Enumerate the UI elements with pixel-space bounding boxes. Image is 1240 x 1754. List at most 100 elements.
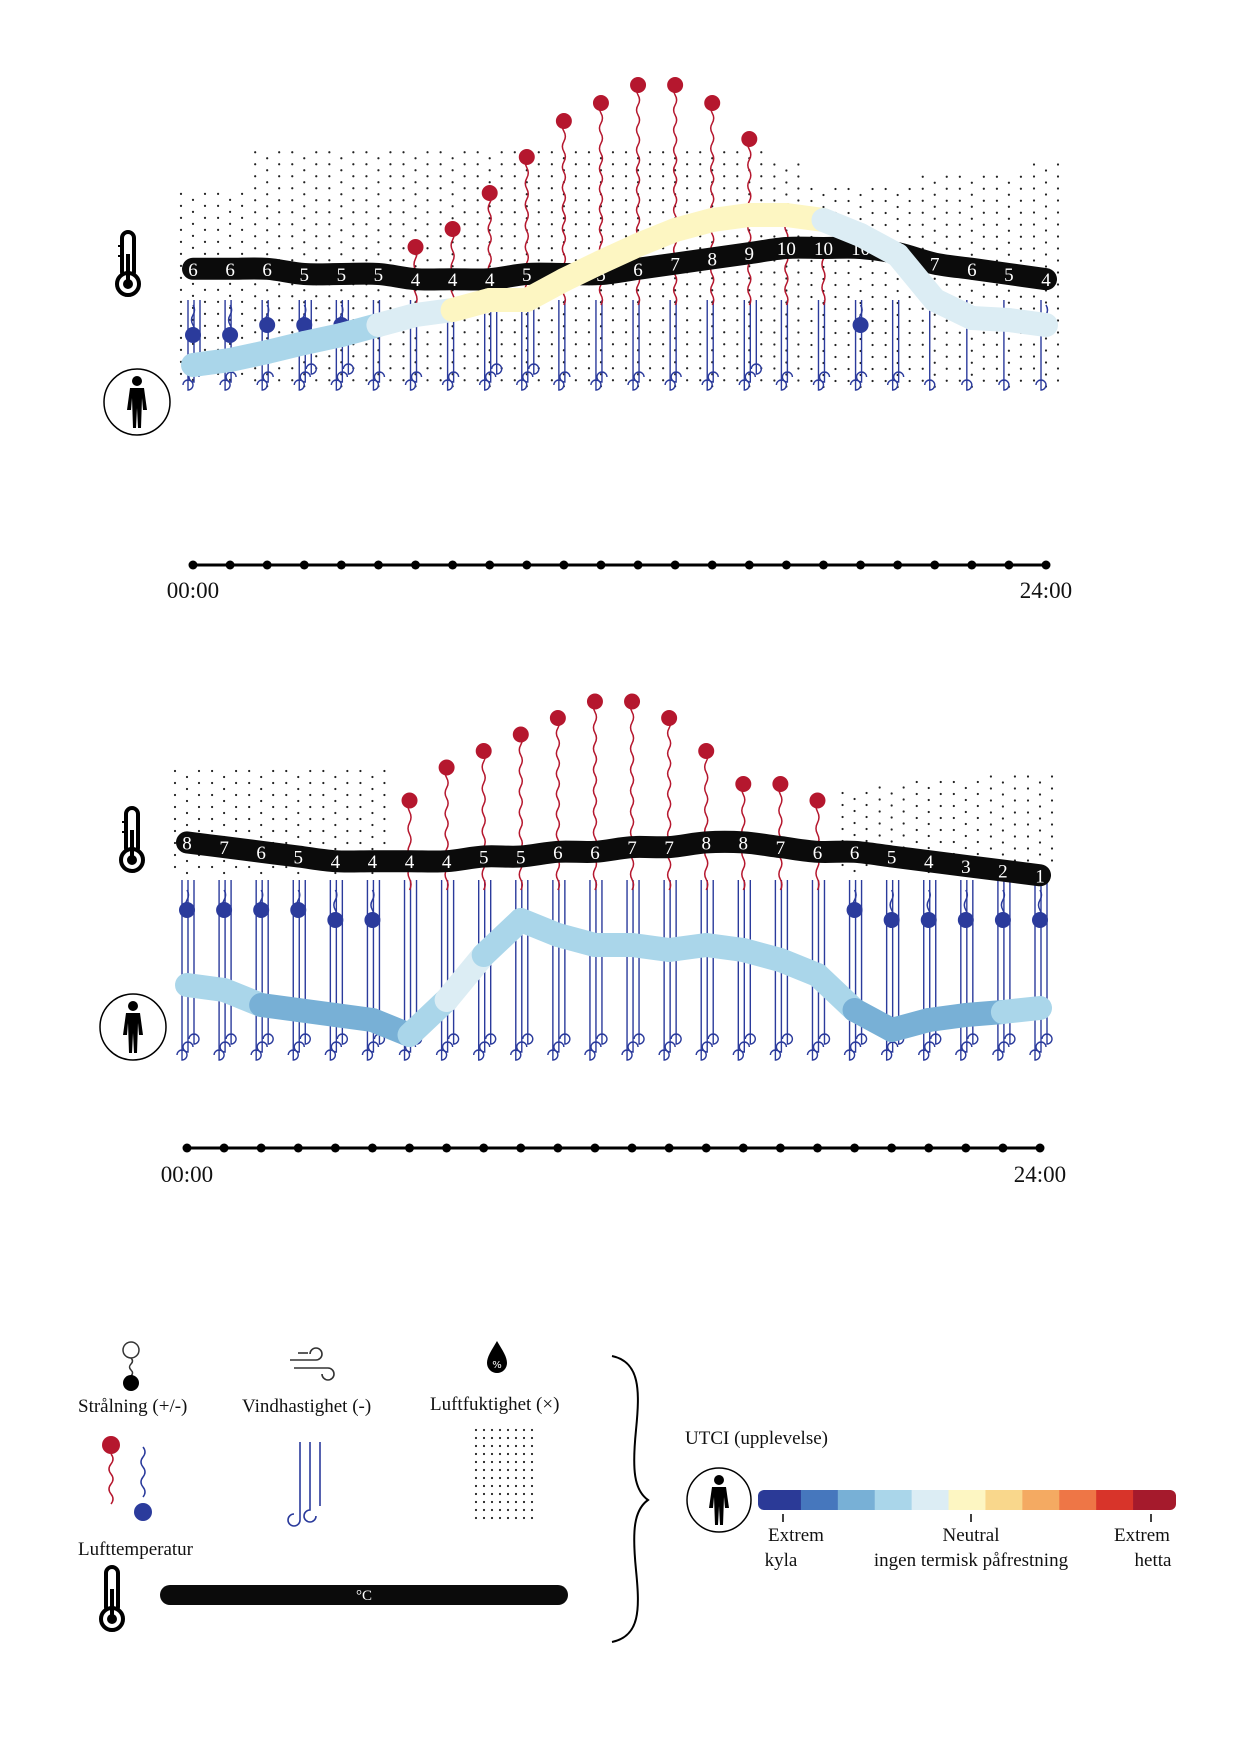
timeline-tick [1004, 560, 1014, 570]
wind-glyph [553, 300, 571, 391]
timeline-1 [188, 560, 1051, 570]
temperature-value: 5 [374, 265, 384, 286]
radiation-warm-stem [666, 717, 672, 891]
temperature-band-2: 8 7 6 5 4 4 4 4 5 5 6 6 7 7 8 8 7 6 6 5 4 3 2 1 [176, 830, 1051, 887]
utci-scale-segment [764, 1490, 802, 1510]
radiation-warm-dot [772, 776, 789, 792]
scale-left-label-1: Extrem [768, 1525, 824, 1546]
wind-glyph [621, 880, 645, 1061]
radiation-cold-dot [253, 902, 270, 918]
wind-glyph [293, 300, 317, 391]
thermometer-icon [115, 230, 141, 297]
radiation-warm-stem [481, 750, 486, 891]
radiation-warm-dot [555, 113, 572, 129]
wind-glyph [738, 300, 762, 391]
utci-scale-segment [985, 1490, 1023, 1510]
wind-glyph [961, 300, 973, 391]
temperature-value: 3 [961, 857, 971, 878]
radiation-warm-dot [630, 77, 647, 93]
timeline-tick [479, 1143, 489, 1153]
timeline-tick [330, 1143, 340, 1153]
wind-glyph [695, 880, 719, 1061]
wind-glyph [367, 300, 386, 391]
utci-scale-segment [837, 1490, 876, 1510]
timeline-tick [553, 1143, 563, 1153]
timeline-tick [188, 560, 198, 570]
utci-scale-segment [948, 1490, 986, 1510]
wind-glyph [664, 300, 682, 391]
wind-glyph [955, 880, 979, 1061]
radiation-cold-sample [134, 1446, 152, 1521]
wind-label: Vindhastighet (-) [242, 1396, 371, 1417]
temperature-value: 5 [516, 848, 526, 869]
wind-glyph [435, 880, 460, 1061]
person-icon [686, 1467, 752, 1533]
temperature-value: 5 [294, 848, 304, 869]
timeline-tick [930, 560, 940, 570]
timeline-tick [744, 560, 754, 570]
radiation-warm-stem [709, 102, 715, 306]
wind-glyph [924, 300, 936, 391]
temperature-value: 1 [1035, 866, 1045, 887]
wind-glyph [590, 300, 608, 391]
wind-glyph [404, 300, 423, 391]
wind-glyph [287, 880, 311, 1061]
timeline-tick [411, 560, 421, 570]
time-start-label: 00:00 [161, 1162, 213, 1187]
timeline-tick [256, 1143, 266, 1153]
timeline-tick [559, 560, 569, 570]
wind-glyph [843, 880, 868, 1061]
radiation-cold-dot [216, 902, 233, 918]
wind-glyph [658, 880, 682, 1061]
timeline-tick [812, 1143, 822, 1153]
radiation-warm-dot [698, 743, 715, 759]
temp-bar-unit: °C [356, 1588, 372, 1604]
temperature-value: 6 [590, 843, 600, 864]
temperature-value: 7 [930, 255, 940, 276]
temperature-value: 5 [1004, 265, 1014, 286]
scale-left-label-2: kyla [765, 1550, 798, 1571]
radiation-warm-dot [667, 77, 684, 93]
temperature-value: 6 [633, 260, 643, 281]
humidity-sample [474, 1428, 534, 1520]
scale-right-label-1: Extrem [1114, 1525, 1170, 1546]
timeline-2 [182, 1143, 1045, 1153]
utci-segment [996, 308, 1058, 337]
utci-title: UTCI (upplevelse) [685, 1428, 828, 1449]
timeline-tick [225, 560, 235, 570]
temperature-value: 4 [448, 270, 458, 291]
timeline-tick [887, 1143, 897, 1153]
temperature-value: 4 [411, 270, 421, 291]
wind-glyph [441, 300, 460, 391]
brace [611, 1355, 650, 1643]
wind-glyph [806, 880, 831, 1061]
timeline-tick [485, 560, 495, 570]
timeline-tick [633, 560, 643, 570]
wind-glyph [516, 300, 540, 391]
temperature-value: 6 [262, 260, 272, 281]
radiation-cold-dot [222, 327, 239, 343]
radiation-warm-dot [401, 792, 418, 809]
timeline-tick [299, 560, 309, 570]
radiation-warm-dot [438, 759, 455, 776]
radiation-warm-dot [407, 239, 424, 255]
radiation-cold-dot [185, 327, 201, 343]
timeline-tick [1041, 560, 1051, 570]
radiation-cold-dot [1032, 912, 1048, 928]
temperature-value: 4 [368, 852, 378, 873]
wind-glyph [176, 880, 200, 1061]
person-icon [99, 993, 167, 1061]
radiation-cold-dot [846, 902, 863, 918]
temperature-value: 6 [188, 260, 198, 281]
utci-scale-segment [911, 1490, 950, 1510]
timeline-tick [516, 1143, 526, 1153]
radiation-warm-dot [735, 776, 752, 792]
wind-glyph [250, 880, 274, 1061]
utci-segment [990, 996, 1052, 1024]
legend: Strålning (+/-) Lufttemperatur °C Vindha… [78, 1341, 1176, 1643]
temperature-value: 5 [522, 265, 532, 286]
wind-glyphs-1 [182, 300, 1047, 391]
radiation-cold-dot [259, 317, 276, 333]
temperature-value: 6 [967, 260, 977, 281]
wind-glyph [992, 880, 1016, 1061]
